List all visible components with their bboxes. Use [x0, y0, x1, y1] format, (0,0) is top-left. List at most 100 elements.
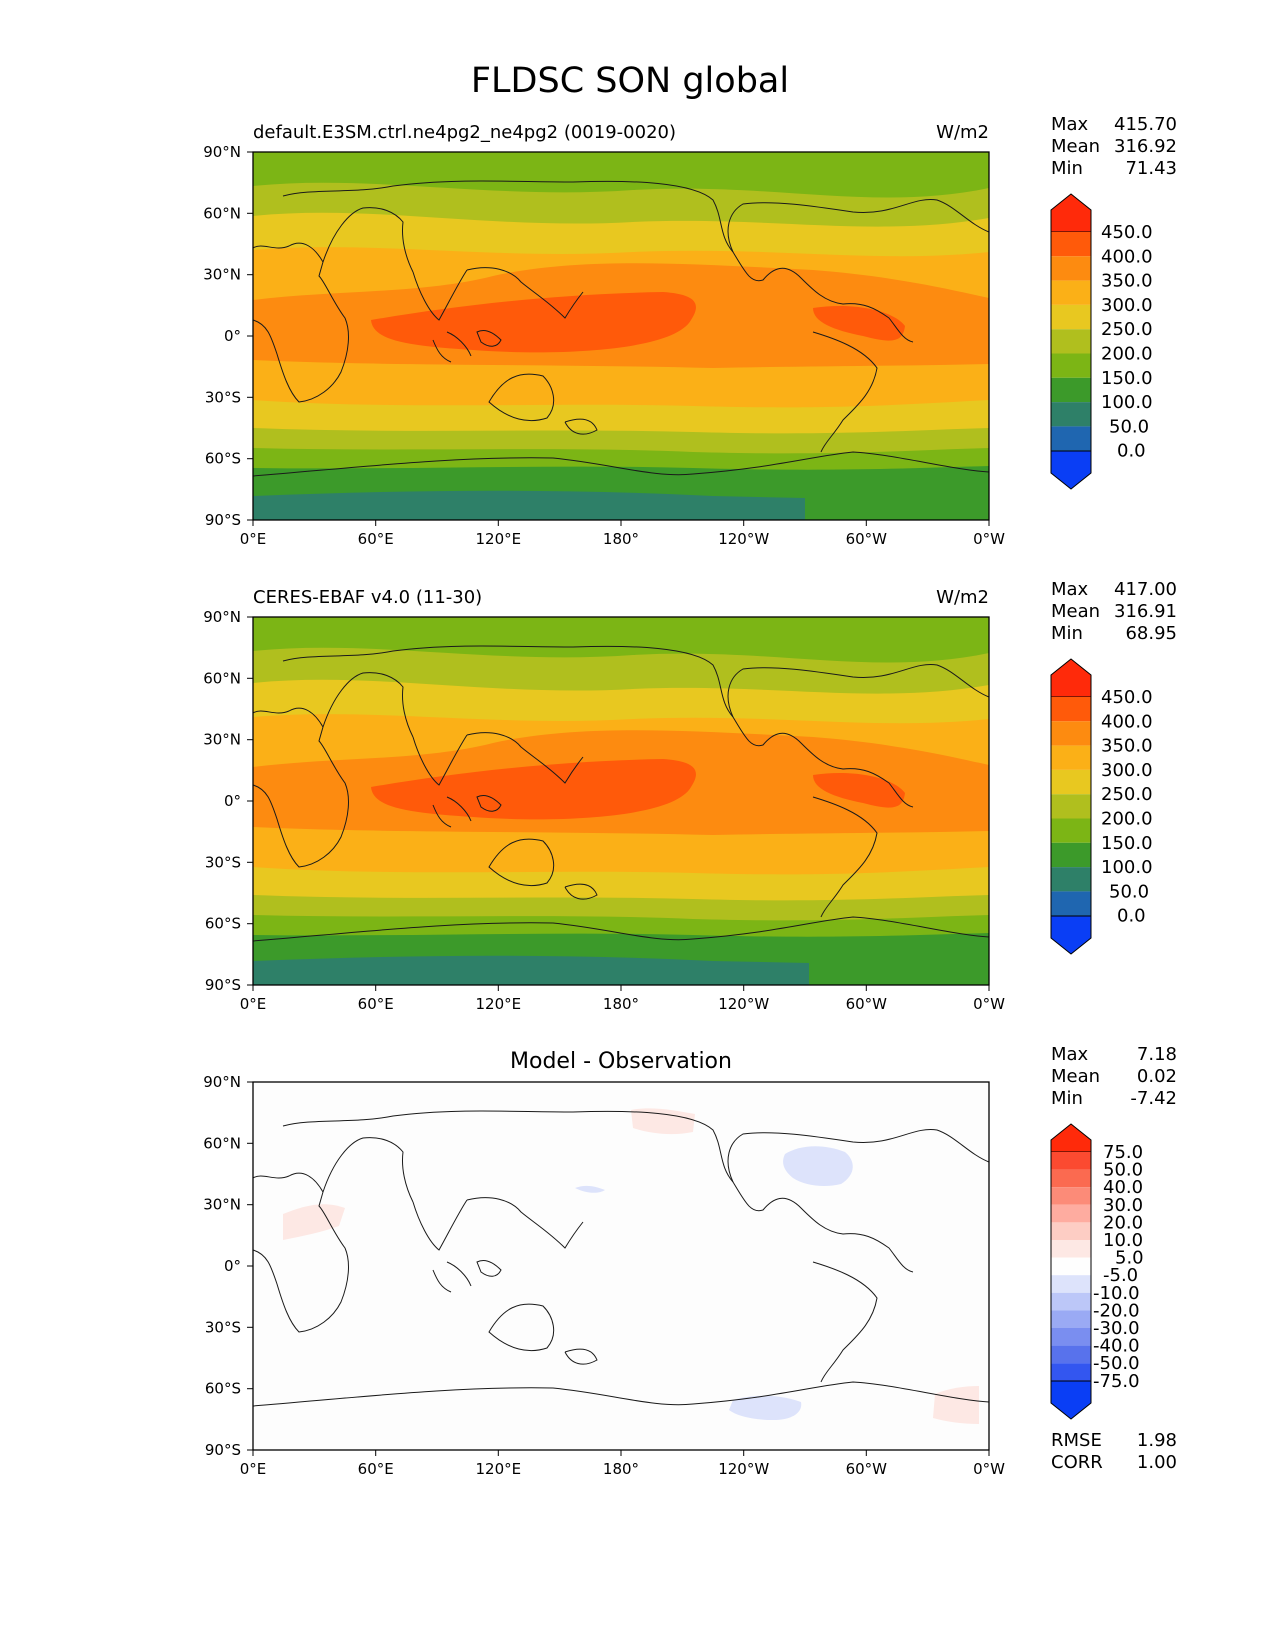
colorbar-tick-label: 5.0 [1115, 1248, 1144, 1269]
stat-value-mean: 0.02 [1137, 1066, 1177, 1087]
lat-tick-label: 0° [224, 792, 241, 810]
map-field [253, 1082, 989, 1450]
lat-tick-label: 30°S [205, 1318, 241, 1336]
colorbar-segment [1051, 280, 1091, 305]
colorbar-tick-label: 10.0 [1103, 1230, 1143, 1251]
stat-value-max: 417.00 [1114, 579, 1177, 600]
lat-tick-marks [247, 1081, 253, 1451]
lat-tick-label: 0° [224, 1257, 241, 1275]
colorbar: 450.0 400.0 350.0 300.0 250.0 200.0 150.… [1050, 193, 1153, 490]
colorbar-segment [1051, 891, 1091, 916]
lon-tick-label: 0°E [240, 995, 267, 1013]
figure-title: FLDSC SON global [471, 61, 789, 101]
colorbar-tick-label: -50.0 [1093, 1353, 1140, 1374]
lat-tick-label: 60°N [203, 204, 241, 222]
lat-tick-label: 90°N [203, 143, 241, 161]
colorbar-bottom-arrow [1050, 915, 1092, 955]
stat-label-max: Max [1051, 114, 1089, 135]
colorbar-tick-label: -20.0 [1093, 1300, 1140, 1321]
stat-label-mean: Mean [1051, 601, 1100, 622]
stat-label-max: Max [1051, 1044, 1089, 1065]
colorbar-tick-label: 200.0 [1101, 809, 1153, 830]
colorbar-segment [1051, 697, 1091, 722]
colorbar-tick-label: 100.0 [1101, 392, 1153, 413]
negative-anomaly [575, 1185, 605, 1193]
positive-anomaly [283, 1204, 345, 1240]
colorbar-segment [1051, 1240, 1091, 1258]
colorbar-ticks: 450.0 400.0 350.0 300.0 250.0 200.0 150.… [1101, 687, 1153, 927]
colorbar-tick-label: 200.0 [1101, 344, 1153, 365]
negative-anomaly [783, 1146, 853, 1186]
colorbar-tick-label: 350.0 [1101, 271, 1153, 292]
lat-tick-label: 60°N [203, 1134, 241, 1152]
lon-tick-label: 60°E [358, 530, 394, 548]
lat-tick-label: 60°S [205, 450, 241, 468]
colorbar-top-arrow [1050, 1123, 1092, 1153]
colorbar-segment [1051, 794, 1091, 819]
lat-tick-label: 90°S [205, 1441, 241, 1459]
stats-block: Max 415.70 Mean 316.92 Min 71.43 [1051, 114, 1177, 179]
lon-tick-label: 60°E [358, 1460, 394, 1478]
colorbar-tick-label: 30.0 [1103, 1195, 1143, 1216]
colorbar-tick-label: 150.0 [1101, 368, 1153, 389]
lon-tick-label: 0°E [240, 1460, 267, 1478]
stat-value-min: 68.95 [1125, 623, 1177, 644]
stat-value-rmse: 1.98 [1137, 1430, 1177, 1451]
lon-tick-marks [252, 985, 990, 991]
panel-title-left: default.E3SM.ctrl.ne4pg2_ne4pg2 (0019-00… [253, 122, 676, 143]
colorbar-tick-label: 250.0 [1101, 319, 1153, 340]
colorbar-tick-label: -30.0 [1093, 1318, 1140, 1339]
lon-tick-label: 120°E [475, 995, 521, 1013]
stat-label-max: Max [1051, 579, 1089, 600]
lat-tick-label: 30°S [205, 853, 241, 871]
stat-label-mean: Mean [1051, 1066, 1100, 1087]
colorbar-tick-label: 450.0 [1101, 687, 1153, 708]
colorbar-tick-label: 0.0 [1117, 906, 1146, 927]
lat-tick-labels: 90°N 60°N 30°N 0° 30°S 60°S 90°S [203, 1073, 241, 1459]
colorbar-segment [1051, 1152, 1091, 1170]
map-field [253, 152, 989, 520]
lat-tick-label: 90°S [205, 511, 241, 529]
lon-tick-label: 120°W [718, 1460, 769, 1478]
negative-anomaly [729, 1395, 802, 1420]
colorbar-segment [1051, 1275, 1091, 1293]
coastlines [253, 180, 989, 477]
panel-difference: Model - Observation [203, 1044, 1177, 1478]
lon-tick-labels: 0°E 60°E 120°E 180° 120°W 60°W 0°W [240, 1460, 1005, 1478]
colorbar-segment [1051, 232, 1091, 257]
stats-block: Max 7.18 Mean 0.02 Min -7.42 [1051, 1044, 1177, 1109]
colorbar-segment [1051, 867, 1091, 892]
colorbar-tick-label: 20.0 [1103, 1212, 1143, 1233]
coastlines [253, 1110, 989, 1407]
colorbar-tick-label: 40.0 [1103, 1177, 1143, 1198]
colorbar-segment [1051, 353, 1091, 378]
lon-tick-label: 0°W [973, 1460, 1005, 1478]
colorbar-segment [1051, 256, 1091, 281]
lon-tick-label: 180° [603, 530, 639, 548]
stat-label-min: Min [1051, 623, 1083, 644]
stat-value-mean: 316.92 [1114, 136, 1177, 157]
coastlines [253, 645, 989, 942]
colorbar-segment [1051, 1222, 1091, 1240]
colorbar-segment [1051, 1169, 1091, 1188]
colorbar-segment [1051, 745, 1091, 770]
colorbar-tick-label: 100.0 [1101, 857, 1153, 878]
colorbar-segment [1051, 1328, 1091, 1346]
lon-tick-label: 180° [603, 1460, 639, 1478]
lon-tick-label: 180° [603, 995, 639, 1013]
stat-value-min: -7.42 [1130, 1088, 1177, 1109]
colorbar-segment [1051, 402, 1091, 427]
panel-units: W/m2 [936, 587, 989, 608]
colorbar-segment [1051, 769, 1091, 795]
colorbar-ticks: 75.0 50.0 40.0 30.0 20.0 10.0 5.0 -5.0 -… [1093, 1142, 1144, 1392]
colorbar-segment [1051, 304, 1091, 330]
map-field [253, 617, 989, 985]
lat-tick-label: 90°N [203, 1073, 241, 1091]
lon-tick-label: 60°W [846, 995, 888, 1013]
colorbar-segment [1051, 1204, 1091, 1223]
panel-units: W/m2 [936, 122, 989, 143]
lat-tick-labels: 90°N 60°N 30°N 0° 30°S 60°S 90°S [203, 608, 241, 994]
colorbar-segment [1051, 377, 1091, 403]
stat-value-corr: 1.00 [1137, 1452, 1177, 1473]
